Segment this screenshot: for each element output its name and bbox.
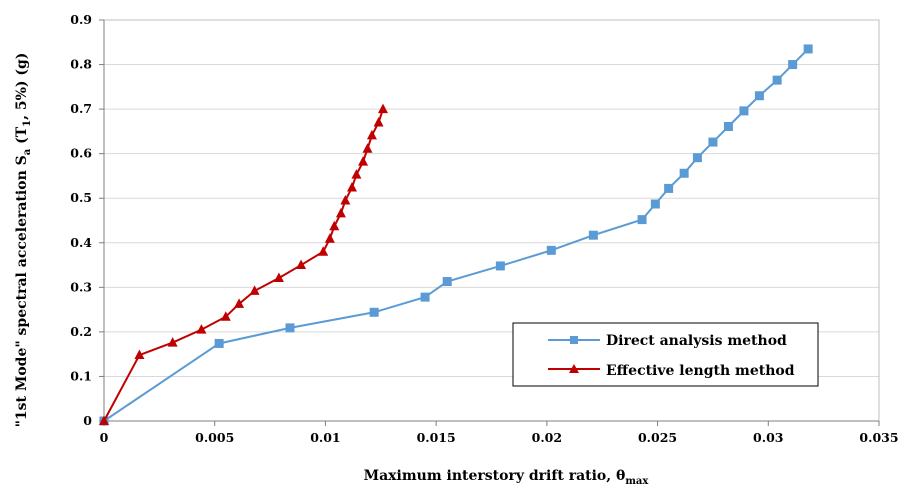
x-axis-title: Maximum interstory drift ratio, θmax (364, 468, 650, 487)
y-axis-title: "1st Mode" spectral acceleration Sa (T1,… (14, 53, 33, 428)
data-point (637, 215, 647, 225)
data-point (134, 349, 145, 360)
legend: Direct analysis method Effective length … (512, 322, 819, 387)
y-axis-title-sub-1: 1 (22, 120, 33, 127)
data-point (373, 116, 384, 127)
data-point (366, 129, 377, 140)
y-tick-label: 0.6 (70, 146, 92, 161)
y-axis-title-sub-a: a (22, 148, 33, 155)
x-tick-label: 0.01 (310, 430, 340, 445)
data-point (754, 91, 764, 101)
data-point (772, 75, 782, 85)
data-point (650, 199, 660, 209)
y-tick-label: 0.9 (70, 12, 92, 27)
y-axis-title-part-3: , 5%) (g) (14, 53, 30, 120)
data-point (692, 153, 702, 163)
series-line (103, 108, 384, 422)
legend-box (512, 322, 819, 387)
data-point (167, 337, 178, 347)
data-point (296, 259, 307, 270)
legend-label-effective: Effective length method (606, 363, 795, 379)
data-point (347, 182, 357, 192)
data-point (378, 103, 388, 114)
legend-label-direct: Direct analysis method (606, 333, 787, 349)
x-tick-label: 0.035 (859, 430, 898, 445)
data-point (324, 233, 335, 243)
y-tick-label: 0.4 (70, 235, 92, 250)
data-point (362, 143, 373, 153)
legend-marker-effective (569, 364, 579, 373)
x-tick-label: 0.025 (638, 430, 677, 445)
x-tick-label: 0.015 (417, 430, 456, 445)
data-point (495, 261, 505, 271)
data-point (739, 106, 749, 116)
data-point (664, 183, 674, 193)
y-tick-label: 0.5 (70, 190, 92, 205)
data-point (220, 311, 231, 321)
y-tick-label: 0.2 (70, 324, 92, 339)
y-tick-label: 0.1 (70, 368, 92, 383)
x-tick-label: 0.03 (753, 430, 783, 445)
data-point (196, 324, 207, 334)
y-axis-ticks: 0 0.1 0.2 0.3 0.4 0.5 0.6 0.7 0.8 0.9 (70, 12, 104, 428)
data-point (442, 277, 452, 287)
data-point (723, 121, 733, 131)
data-point (588, 230, 598, 240)
y-tick-label: 0 (83, 413, 92, 428)
data-point (788, 60, 798, 70)
data-point (99, 415, 109, 425)
x-tick-label: 0 (100, 430, 109, 445)
x-axis-title-text: Maximum interstory drift ratio, θ (364, 468, 626, 484)
data-point (679, 168, 689, 178)
data-point (340, 194, 351, 205)
data-point (273, 272, 284, 282)
x-tick-label: 0.02 (532, 430, 562, 445)
series-layer (99, 44, 813, 426)
data-point (358, 156, 369, 166)
legend-marker-direct (570, 336, 578, 344)
data-point (318, 246, 329, 256)
data-point (803, 44, 813, 54)
data-point (329, 220, 340, 231)
data-point (285, 323, 295, 333)
data-point (546, 245, 556, 255)
series-direct-analysis (99, 44, 813, 426)
y-tick-label: 0.7 (70, 101, 92, 116)
x-tick-label: 0.005 (195, 430, 234, 445)
y-axis-title-part-1: "1st Mode" spectral acceleration S (14, 155, 30, 427)
data-point (369, 307, 379, 317)
x-axis-ticks: 0 0.005 0.01 0.015 0.02 0.025 0.03 0.035 (100, 421, 899, 445)
data-point (335, 207, 346, 218)
y-tick-label: 0.3 (70, 279, 92, 294)
data-point (708, 137, 718, 147)
data-point (249, 285, 260, 295)
y-axis-title-part-2: (T (14, 126, 30, 148)
series-effective-length (99, 103, 388, 425)
data-point (214, 338, 224, 348)
data-point (351, 169, 362, 179)
x-axis-title-sub: max (625, 476, 649, 487)
data-point (234, 298, 245, 308)
y-tick-label: 0.8 (70, 57, 92, 72)
data-point (420, 292, 430, 302)
